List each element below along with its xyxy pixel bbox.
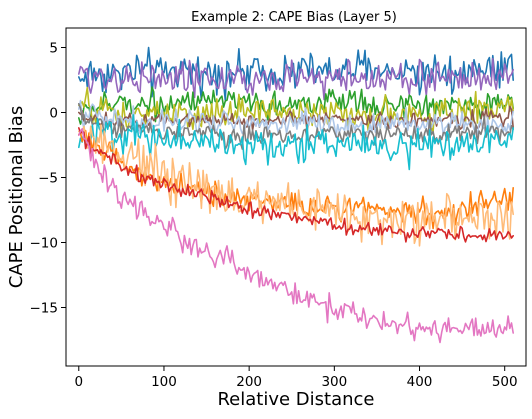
x-tick-label: 100 (151, 374, 177, 390)
x-tick-label: 500 (492, 374, 518, 390)
y-tick-label: 5 (49, 41, 58, 57)
y-tick-label: −15 (30, 301, 59, 317)
x-tick-label: 200 (236, 374, 262, 390)
x-axis-label: Relative Distance (217, 389, 374, 410)
series-line-11 (78, 127, 515, 243)
ticks-layer: 0 100 200 300 400 500 5 0 −5 −10 −15 (30, 41, 518, 391)
x-tick-label: 400 (407, 374, 433, 390)
series-line-9 (78, 129, 515, 230)
y-tick-label: 0 (49, 106, 58, 122)
series-line-3 (78, 86, 515, 125)
y-tick-label: −10 (30, 236, 59, 252)
y-axis-label: CAPE Positional Bias (6, 106, 27, 288)
chart-title: Example 2: CAPE Bias (Layer 5) (191, 10, 397, 25)
series-line-12 (78, 128, 515, 344)
series-line-2 (78, 57, 515, 101)
series-line-6 (78, 99, 515, 142)
axes-frame (65, 27, 527, 367)
x-tick-label: 0 (74, 374, 83, 390)
series-line-8 (78, 114, 515, 171)
y-tick-label: −5 (38, 171, 58, 187)
series-layer (78, 46, 515, 344)
x-tick-label: 300 (321, 374, 347, 390)
